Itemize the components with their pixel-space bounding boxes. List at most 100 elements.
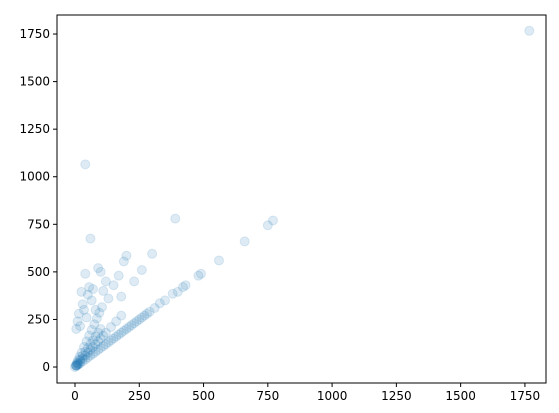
point (73, 359, 84, 370)
point (139, 310, 150, 321)
point (121, 250, 132, 261)
point (87, 348, 98, 359)
point (90, 339, 101, 350)
point (85, 339, 96, 350)
point (71, 360, 82, 371)
point (87, 335, 98, 346)
x-tick-label: 1750 (510, 389, 541, 403)
plot-frame (56, 14, 547, 384)
point (111, 331, 122, 342)
point (90, 304, 101, 315)
x-tick-label: 1500 (445, 389, 476, 403)
point (267, 215, 278, 226)
point (239, 236, 250, 247)
point (80, 354, 91, 365)
point (72, 359, 83, 370)
point (80, 350, 91, 361)
point (77, 353, 88, 364)
point (154, 298, 165, 309)
point (95, 266, 106, 277)
point (116, 291, 127, 302)
point (108, 280, 119, 291)
point (84, 330, 95, 341)
x-tick-label: 250 (128, 389, 151, 403)
point (71, 323, 82, 334)
point (82, 347, 93, 358)
point (93, 336, 104, 347)
point (91, 313, 102, 324)
point (77, 356, 88, 367)
point (82, 342, 93, 353)
point (86, 295, 97, 306)
point (76, 286, 87, 297)
point (108, 333, 119, 344)
point (100, 339, 111, 350)
point (74, 351, 85, 362)
point (113, 329, 124, 340)
point (85, 233, 96, 244)
point (129, 276, 140, 287)
point (95, 342, 106, 353)
point (71, 361, 82, 372)
point (69, 362, 80, 373)
y-tick-label: 750 (27, 217, 50, 231)
point (118, 325, 129, 336)
point (93, 327, 104, 338)
point (141, 308, 152, 319)
point (180, 280, 191, 291)
point (77, 350, 88, 361)
point (72, 357, 83, 368)
point (134, 314, 145, 325)
y-tick-label: 500 (27, 265, 50, 279)
y-tick-label: 1750 (19, 27, 50, 41)
point (136, 264, 147, 275)
point (71, 360, 82, 371)
point (170, 213, 181, 224)
point (126, 320, 137, 331)
x-tick-label: 1000 (317, 389, 348, 403)
point (75, 321, 86, 332)
point (95, 333, 106, 344)
point (87, 342, 98, 353)
point (111, 316, 122, 327)
point (100, 327, 111, 338)
point (94, 307, 105, 318)
point (72, 316, 83, 327)
x-tick-label: 0 (71, 389, 79, 403)
point (93, 263, 104, 274)
point (89, 319, 100, 330)
point (78, 342, 89, 353)
point (75, 358, 86, 369)
point (172, 286, 183, 297)
point (72, 358, 83, 369)
point (76, 347, 87, 358)
point (100, 276, 111, 287)
point (80, 159, 91, 170)
point (98, 330, 109, 341)
point (78, 304, 89, 315)
point (195, 268, 206, 279)
point (73, 355, 84, 366)
point (86, 324, 97, 335)
point (93, 344, 104, 355)
point (80, 346, 91, 357)
point (90, 331, 101, 342)
point (95, 323, 106, 334)
point (84, 282, 95, 293)
point (82, 352, 93, 363)
point (105, 335, 116, 346)
y-tick-label: 1250 (19, 122, 50, 136)
point (87, 284, 98, 295)
point (90, 346, 101, 357)
y-tick-label: 250 (27, 312, 50, 326)
point (159, 295, 170, 306)
point (524, 25, 535, 36)
point (116, 310, 127, 321)
point (167, 288, 178, 299)
point (177, 282, 188, 293)
x-tick-label: 750 (256, 389, 279, 403)
point (80, 268, 91, 279)
point (213, 255, 224, 266)
